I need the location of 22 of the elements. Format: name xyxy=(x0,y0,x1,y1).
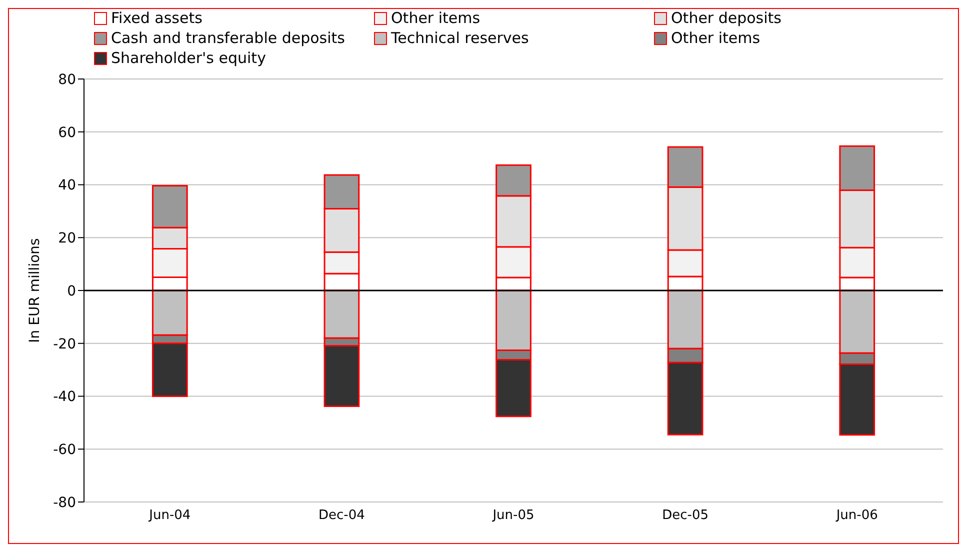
y-tick-label: -40 xyxy=(53,389,76,406)
y-tick-label: 80 xyxy=(58,72,76,88)
legend-label: Cash and transferable deposits xyxy=(111,29,345,47)
legend-label: Other deposits xyxy=(671,9,782,27)
y-tick-label: 60 xyxy=(58,124,76,141)
y-tick-label: 40 xyxy=(58,178,76,194)
y-tick-label: 20 xyxy=(58,230,76,247)
y-tick-label: -20 xyxy=(53,336,76,352)
legend-label: Fixed assets xyxy=(111,9,202,27)
x-tick-label: Jun-05 xyxy=(492,508,534,524)
x-tick-label: Jun-04 xyxy=(148,508,191,524)
legend-label: Other items xyxy=(391,9,480,27)
x-tick-label: Dec-05 xyxy=(662,508,708,524)
y-tick-label: -80 xyxy=(53,494,76,511)
x-tick-label: Dec-04 xyxy=(318,508,365,524)
y-axis-title: In EUR millions xyxy=(26,238,43,343)
legend-label: Shareholder's equity xyxy=(111,49,266,67)
y-tick-label: 0 xyxy=(67,283,76,300)
legend-label: Technical reserves xyxy=(391,29,529,47)
x-tick-label: Jun-06 xyxy=(835,508,878,524)
legend-label: Other items xyxy=(671,29,760,47)
y-tick-label: -60 xyxy=(53,442,76,458)
